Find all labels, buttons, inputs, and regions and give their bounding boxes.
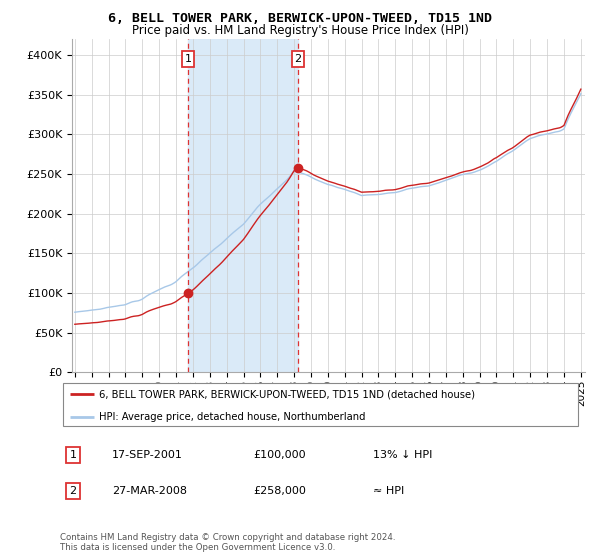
Text: Contains HM Land Registry data © Crown copyright and database right 2024.: Contains HM Land Registry data © Crown c… [60,533,395,542]
Text: 6, BELL TOWER PARK, BERWICK-UPON-TWEED, TD15 1ND (detached house): 6, BELL TOWER PARK, BERWICK-UPON-TWEED, … [99,389,475,399]
Text: £258,000: £258,000 [253,486,306,496]
Text: 13% ↓ HPI: 13% ↓ HPI [373,450,433,460]
Text: 1: 1 [70,450,77,460]
Text: 1: 1 [185,54,191,64]
Text: 6, BELL TOWER PARK, BERWICK-UPON-TWEED, TD15 1ND: 6, BELL TOWER PARK, BERWICK-UPON-TWEED, … [108,12,492,25]
Text: £100,000: £100,000 [253,450,306,460]
Text: 2: 2 [295,54,302,64]
Text: 27-MAR-2008: 27-MAR-2008 [112,486,187,496]
Text: Price paid vs. HM Land Registry's House Price Index (HPI): Price paid vs. HM Land Registry's House … [131,24,469,36]
Text: 2: 2 [70,486,77,496]
Bar [188,39,298,372]
Text: HPI: Average price, detached house, Northumberland: HPI: Average price, detached house, Nort… [99,412,365,422]
Text: This data is licensed under the Open Government Licence v3.0.: This data is licensed under the Open Gov… [60,543,335,552]
Text: 17-SEP-2001: 17-SEP-2001 [112,450,183,460]
Text: ≈ HPI: ≈ HPI [373,486,404,496]
FancyBboxPatch shape [62,383,578,426]
